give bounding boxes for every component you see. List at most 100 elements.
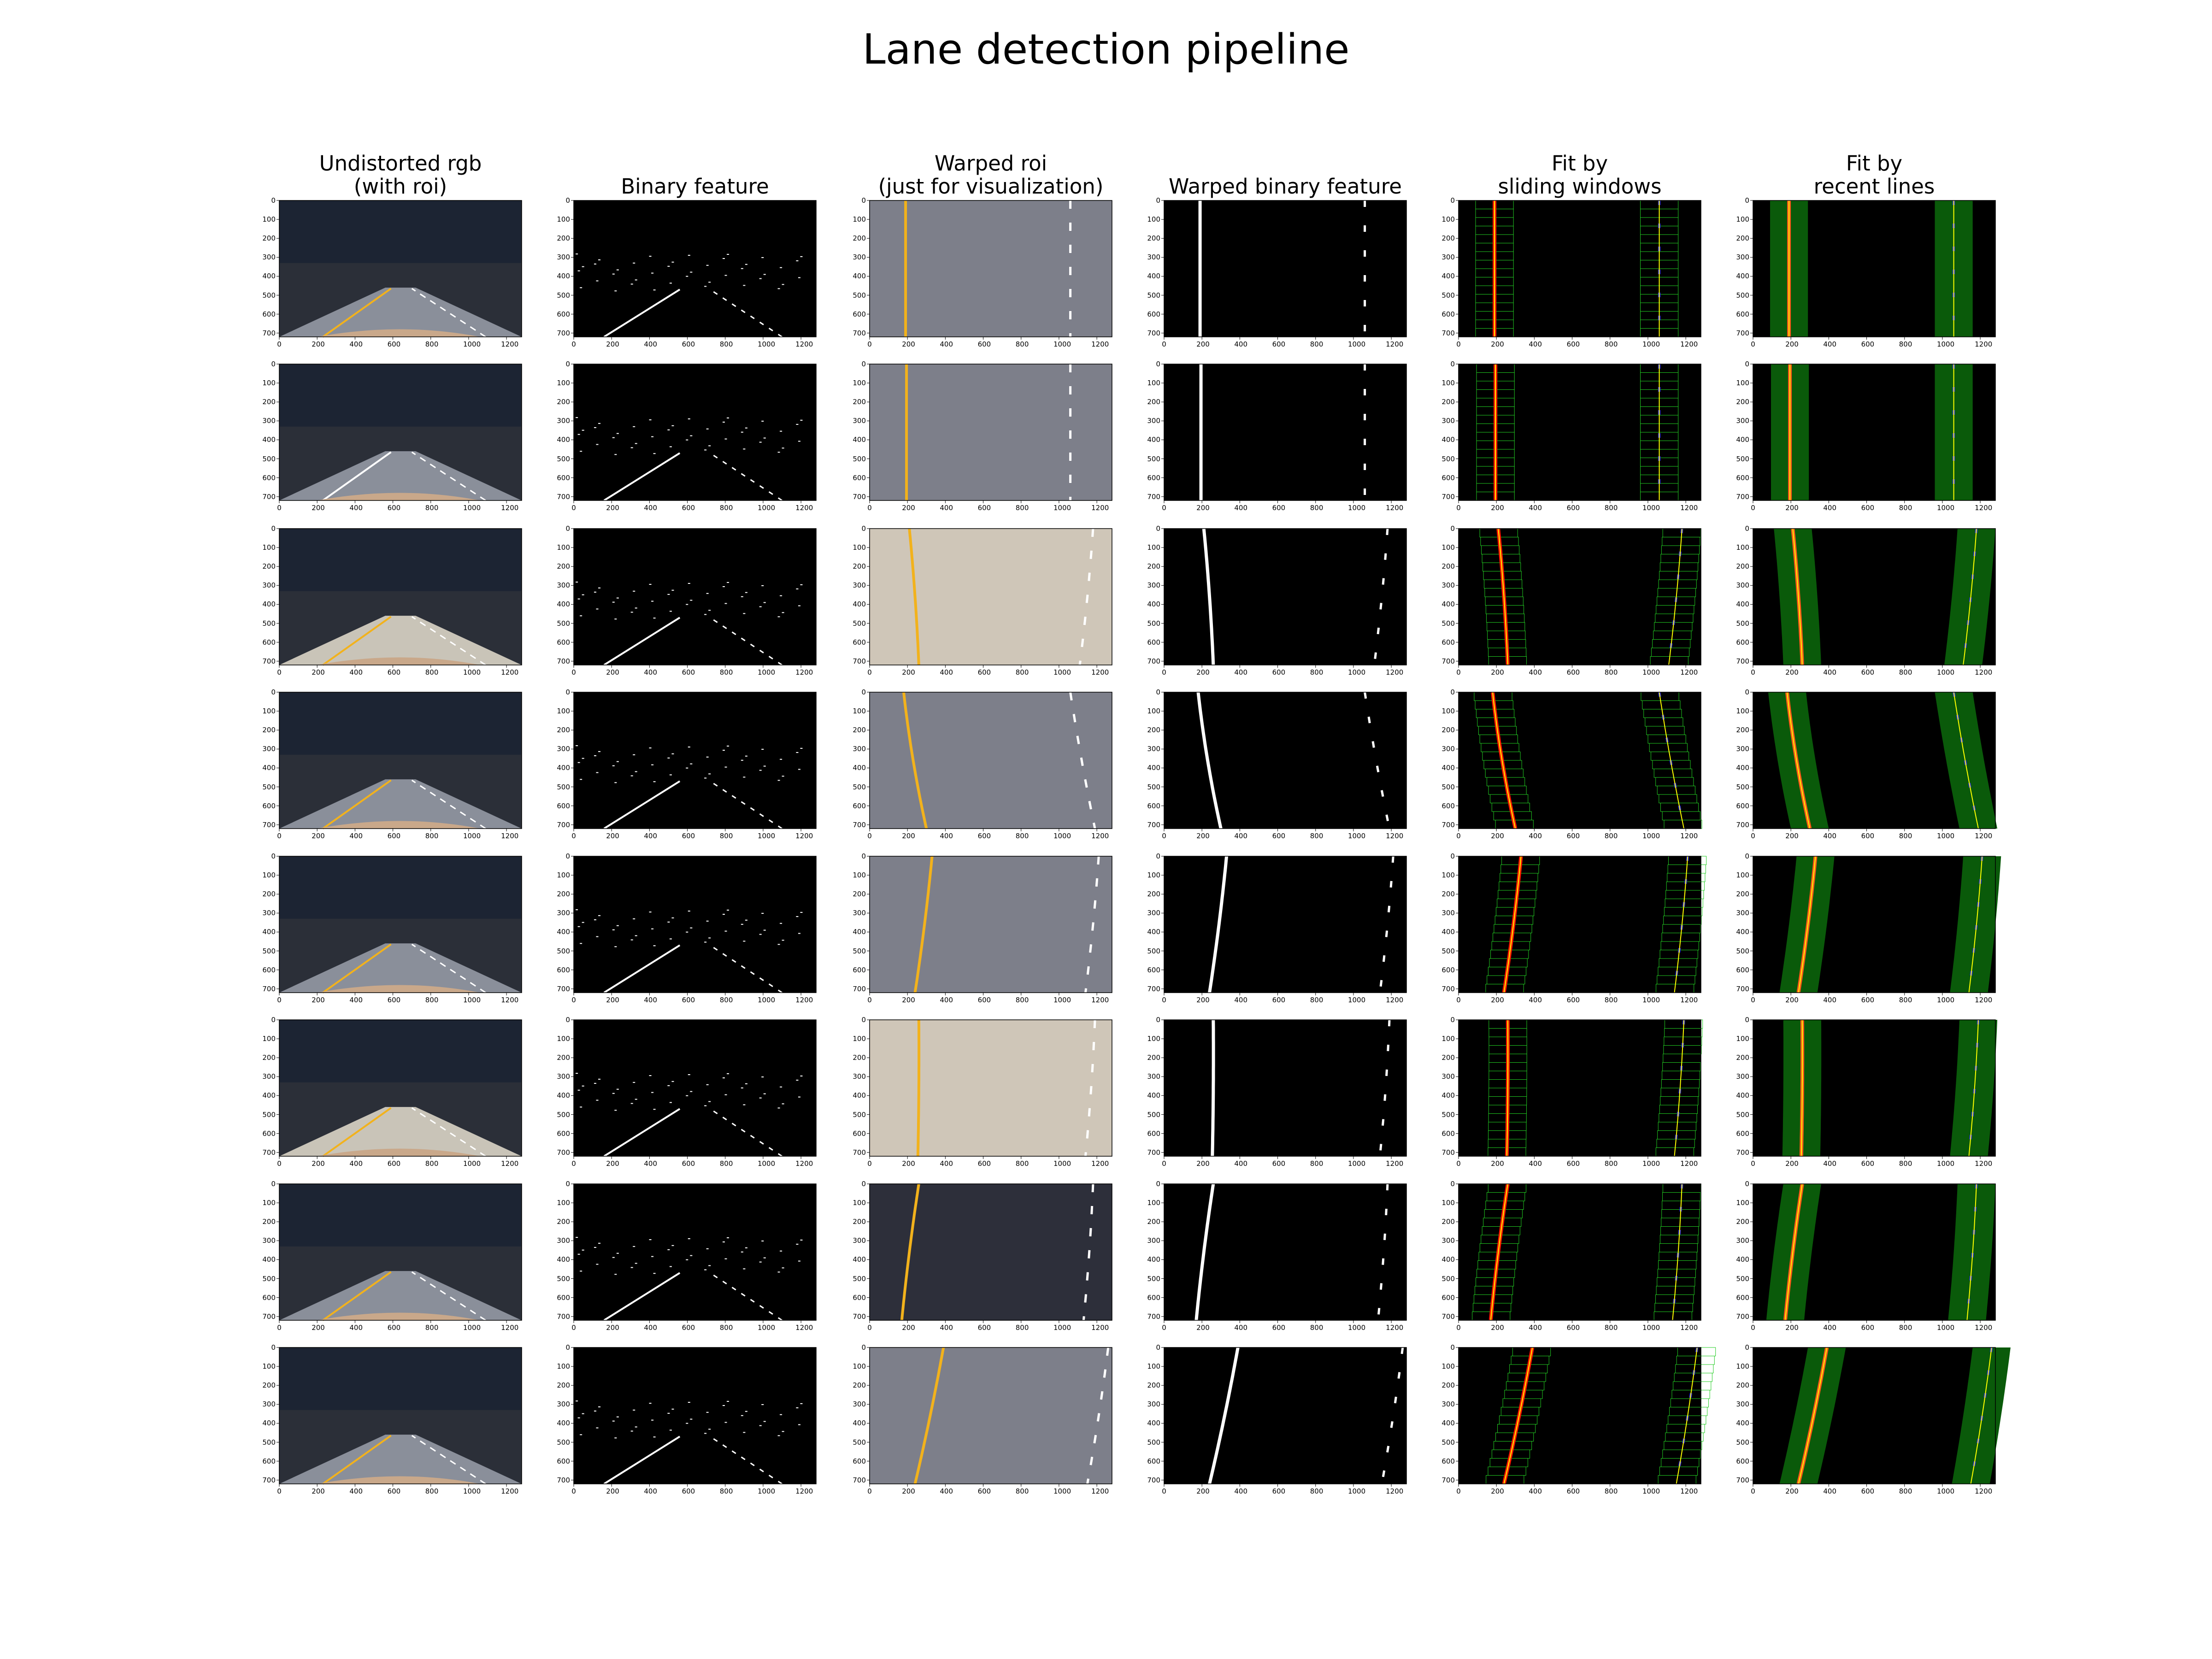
x-tick-label: 800 xyxy=(1015,340,1029,348)
y-tick-label: 400 xyxy=(853,764,866,772)
x-tick-label: 400 xyxy=(940,832,953,840)
y-tick-label: 700 xyxy=(853,820,866,829)
y-tick-label: 200 xyxy=(262,234,276,243)
x-tick-label: 400 xyxy=(1529,504,1542,512)
y-tick-label: 0 xyxy=(271,852,276,860)
y-tick-label: 500 xyxy=(1736,947,1749,955)
y-tick-label: 500 xyxy=(1736,454,1749,463)
x-tick-label: 600 xyxy=(1861,832,1875,840)
x-tick-label: 200 xyxy=(606,832,619,840)
y-tick-label: 700 xyxy=(1441,1148,1455,1157)
x-tick-label: 800 xyxy=(1604,340,1618,348)
y-tick-label: 700 xyxy=(853,1312,866,1321)
y-tick-label: 0 xyxy=(1450,1343,1455,1352)
y-tick-label: 200 xyxy=(853,234,866,243)
y-tick-label: 100 xyxy=(1441,379,1455,388)
y-tick-label: 200 xyxy=(1736,562,1749,571)
x-tick-label: 800 xyxy=(1310,1159,1324,1168)
y-tick-label: 300 xyxy=(262,1236,276,1245)
panel-rgb-row-7: 0 200 400 600 800 1000 1200 0 100 200 300 400 500 600… xyxy=(262,1181,522,1331)
x-tick-label: 1200 xyxy=(501,832,519,840)
panel-image xyxy=(1456,364,1701,503)
x-tick-label: 1200 xyxy=(795,1324,813,1332)
y-tick-label: 200 xyxy=(853,1218,866,1226)
x-tick-label: 400 xyxy=(940,1324,953,1332)
y-tick-label: 700 xyxy=(557,329,570,337)
panel-image xyxy=(1456,692,1702,831)
panel-image xyxy=(1750,364,1996,503)
y-tick-label: 200 xyxy=(1147,398,1160,406)
x-tick-label: 600 xyxy=(682,504,695,512)
y-tick-label: 200 xyxy=(1147,234,1160,243)
panel-image xyxy=(571,364,817,503)
y-tick-label: 100 xyxy=(853,1035,866,1043)
x-tick-label: 1000 xyxy=(1053,668,1071,677)
y-tick-label: 0 xyxy=(1745,1016,1749,1024)
x-tick-label: 600 xyxy=(1272,340,1286,348)
column-title-line: (just for visualization) xyxy=(878,174,1104,199)
panel-image xyxy=(1456,856,1707,995)
x-tick-label: 1200 xyxy=(1975,340,1993,348)
x-tick-label: 400 xyxy=(644,340,658,348)
x-tick-label: 600 xyxy=(1272,1487,1286,1495)
y-tick-label: 500 xyxy=(853,1110,866,1119)
x-tick-label: 0 xyxy=(1751,504,1755,512)
y-tick-label: 700 xyxy=(1147,329,1160,337)
panel-sliding-row-2: 0 200 400 600 800 1000 1200 0 100 200 300 400 500 600… xyxy=(1441,361,1701,512)
x-tick-label: 800 xyxy=(425,668,439,677)
x-tick-label: 400 xyxy=(1823,1159,1837,1168)
y-tick-label: 400 xyxy=(1147,435,1160,444)
y-tick-label: 0 xyxy=(1450,360,1455,368)
x-tick-label: 1200 xyxy=(1680,996,1698,1004)
panel-binary-row-4: 0 200 400 600 800 1000 1200 0 100 200 300 400 500 600… xyxy=(557,689,817,840)
y-tick-label: 600 xyxy=(853,1293,866,1302)
x-tick-label: 1200 xyxy=(1386,1159,1404,1168)
y-tick-label: 300 xyxy=(853,1400,866,1409)
column-title-line: sliding windows xyxy=(1498,174,1662,199)
y-tick-label: 200 xyxy=(853,726,866,735)
x-tick-label: 1000 xyxy=(1053,996,1071,1004)
x-tick-label: 1000 xyxy=(463,996,481,1004)
x-tick-label: 1000 xyxy=(1642,996,1660,1004)
y-tick-label: 100 xyxy=(1147,1035,1160,1043)
panel-binary-row-8: 0 200 400 600 800 1000 1200 0 100 200 300 400 500 600… xyxy=(557,1344,817,1495)
y-tick-label: 700 xyxy=(1736,657,1749,665)
x-tick-label: 200 xyxy=(312,340,325,348)
column-title: Warped binary feature xyxy=(1136,175,1434,198)
x-tick-label: 0 xyxy=(1751,996,1755,1004)
y-tick-label: 100 xyxy=(1736,215,1749,224)
x-tick-label: 1000 xyxy=(1053,1324,1071,1332)
y-tick-label: 300 xyxy=(1441,1236,1455,1245)
x-tick-label: 200 xyxy=(902,1487,915,1495)
y-tick-label: 600 xyxy=(1147,638,1160,647)
x-tick-label: 400 xyxy=(349,1487,363,1495)
y-tick-label: 500 xyxy=(1147,947,1160,955)
x-tick-label: 600 xyxy=(1861,1159,1875,1168)
y-tick-label: 0 xyxy=(861,1343,866,1352)
x-tick-label: 1000 xyxy=(1642,1487,1660,1495)
x-tick-label: 1000 xyxy=(463,340,481,348)
y-tick-label: 400 xyxy=(853,272,866,281)
y-tick-label: 300 xyxy=(557,1072,570,1081)
x-tick-label: 800 xyxy=(1604,996,1618,1004)
x-tick-label: 400 xyxy=(1529,1159,1542,1168)
y-tick-label: 300 xyxy=(557,1236,570,1245)
panel-image xyxy=(1750,1347,2011,1487)
y-tick-label: 0 xyxy=(1156,1180,1160,1188)
y-tick-label: 0 xyxy=(1745,1180,1749,1188)
x-tick-label: 400 xyxy=(644,1159,658,1168)
panel-image xyxy=(1161,1019,1407,1159)
y-tick-label: 0 xyxy=(861,524,866,533)
y-tick-label: 400 xyxy=(1736,600,1749,609)
x-tick-label: 1200 xyxy=(501,340,519,348)
y-tick-label: 500 xyxy=(1736,782,1749,791)
panel-image xyxy=(571,1019,817,1159)
x-tick-label: 1200 xyxy=(1386,340,1404,348)
x-tick-label: 600 xyxy=(1566,504,1580,512)
x-tick-label: 400 xyxy=(940,1159,953,1168)
y-tick-label: 100 xyxy=(1736,1362,1749,1371)
x-tick-label: 400 xyxy=(644,832,658,840)
y-tick-label: 700 xyxy=(262,657,276,665)
y-tick-label: 700 xyxy=(1736,492,1749,501)
column-title-line: Warped roi xyxy=(934,151,1047,176)
